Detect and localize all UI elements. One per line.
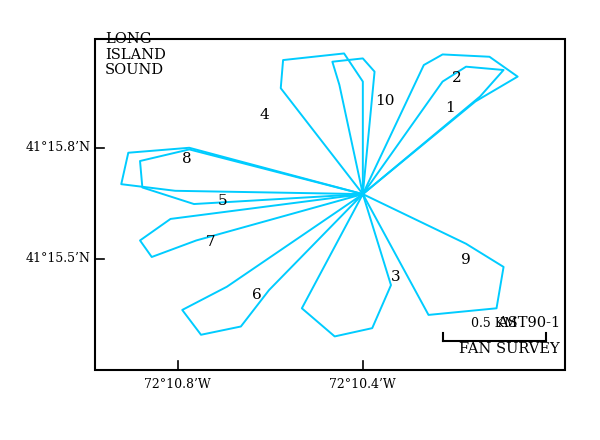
- Text: 9: 9: [461, 253, 471, 268]
- Text: 6: 6: [253, 288, 262, 302]
- Text: 4: 4: [259, 108, 269, 122]
- Text: 10: 10: [375, 95, 395, 108]
- Text: 0.5 KM: 0.5 KM: [471, 317, 517, 330]
- Text: FAN SURVEY: FAN SURVEY: [459, 342, 560, 356]
- Text: 41°15.5’N: 41°15.5’N: [26, 252, 91, 265]
- Text: 8: 8: [182, 152, 192, 166]
- Text: 5: 5: [217, 194, 227, 208]
- Text: 2: 2: [452, 71, 461, 85]
- Text: 72°10.8’W: 72°10.8’W: [144, 378, 211, 391]
- Text: 1: 1: [445, 101, 454, 115]
- Text: AST90-1: AST90-1: [497, 316, 560, 330]
- Text: 41°15.8’N: 41°15.8’N: [26, 141, 91, 154]
- Text: 7: 7: [206, 235, 215, 249]
- Text: LONG
ISLAND
SOUND: LONG ISLAND SOUND: [105, 32, 166, 77]
- Text: 3: 3: [391, 270, 400, 284]
- Text: 72°10.4’W: 72°10.4’W: [329, 378, 396, 391]
